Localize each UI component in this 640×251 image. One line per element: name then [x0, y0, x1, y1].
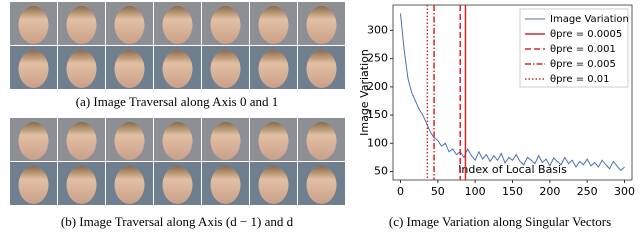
x-axis-label: Index of Local Basis	[458, 163, 567, 176]
face	[258, 6, 289, 44]
legend-label: θpre = 0.001	[550, 44, 616, 55]
face	[114, 122, 145, 160]
face	[306, 50, 337, 88]
x-tick-label: 150	[502, 185, 523, 198]
face	[18, 50, 49, 88]
legend-label: θpre = 0.005	[550, 59, 616, 70]
legend-label: Image Variation	[550, 14, 629, 25]
x-tick-label: 300	[614, 185, 635, 198]
face	[258, 50, 289, 88]
y-tick-label: 250	[367, 52, 388, 65]
face	[162, 50, 193, 88]
caption-b: (b) Image Traversal along Axis (d − 1) a…	[61, 214, 294, 229]
face	[66, 166, 97, 204]
face	[306, 122, 337, 160]
x-tick-label: 0	[397, 185, 404, 198]
face	[162, 166, 193, 204]
caption-c: (c) Image Variation along Singular Vecto…	[389, 214, 611, 229]
y-tick-label: 100	[367, 136, 388, 149]
x-tick-label: 250	[577, 185, 598, 198]
caption-a: (a) Image Traversal along Axis 0 and 1	[76, 94, 279, 109]
face	[210, 122, 241, 160]
y-axis-label: Image Variation	[358, 49, 371, 136]
face	[18, 6, 49, 44]
face	[114, 50, 145, 88]
x-tick-label: 100	[465, 185, 486, 198]
legend-box	[519, 8, 629, 88]
face	[306, 6, 337, 44]
face	[306, 166, 337, 204]
face	[114, 166, 145, 204]
face	[258, 122, 289, 160]
x-tick-label: 50	[431, 185, 445, 198]
face	[162, 122, 193, 160]
y-tick-label: 300	[367, 23, 388, 36]
face	[258, 166, 289, 204]
face	[162, 6, 193, 44]
face	[66, 50, 97, 88]
face	[18, 122, 49, 160]
face	[210, 50, 241, 88]
legend-label: θpre = 0.0005	[550, 29, 622, 40]
face	[66, 122, 97, 160]
y-tick-label: 50	[374, 165, 388, 178]
series-line	[399, 13, 625, 172]
y-tick-label: 150	[367, 108, 388, 121]
legend-label: θpre = 0.01	[550, 74, 610, 85]
face	[210, 6, 241, 44]
x-tick-label: 200	[539, 185, 560, 198]
face	[18, 166, 49, 204]
face	[114, 6, 145, 44]
y-tick-label: 200	[367, 80, 388, 93]
face	[66, 6, 97, 44]
face	[210, 166, 241, 204]
image-grids	[10, 2, 345, 205]
